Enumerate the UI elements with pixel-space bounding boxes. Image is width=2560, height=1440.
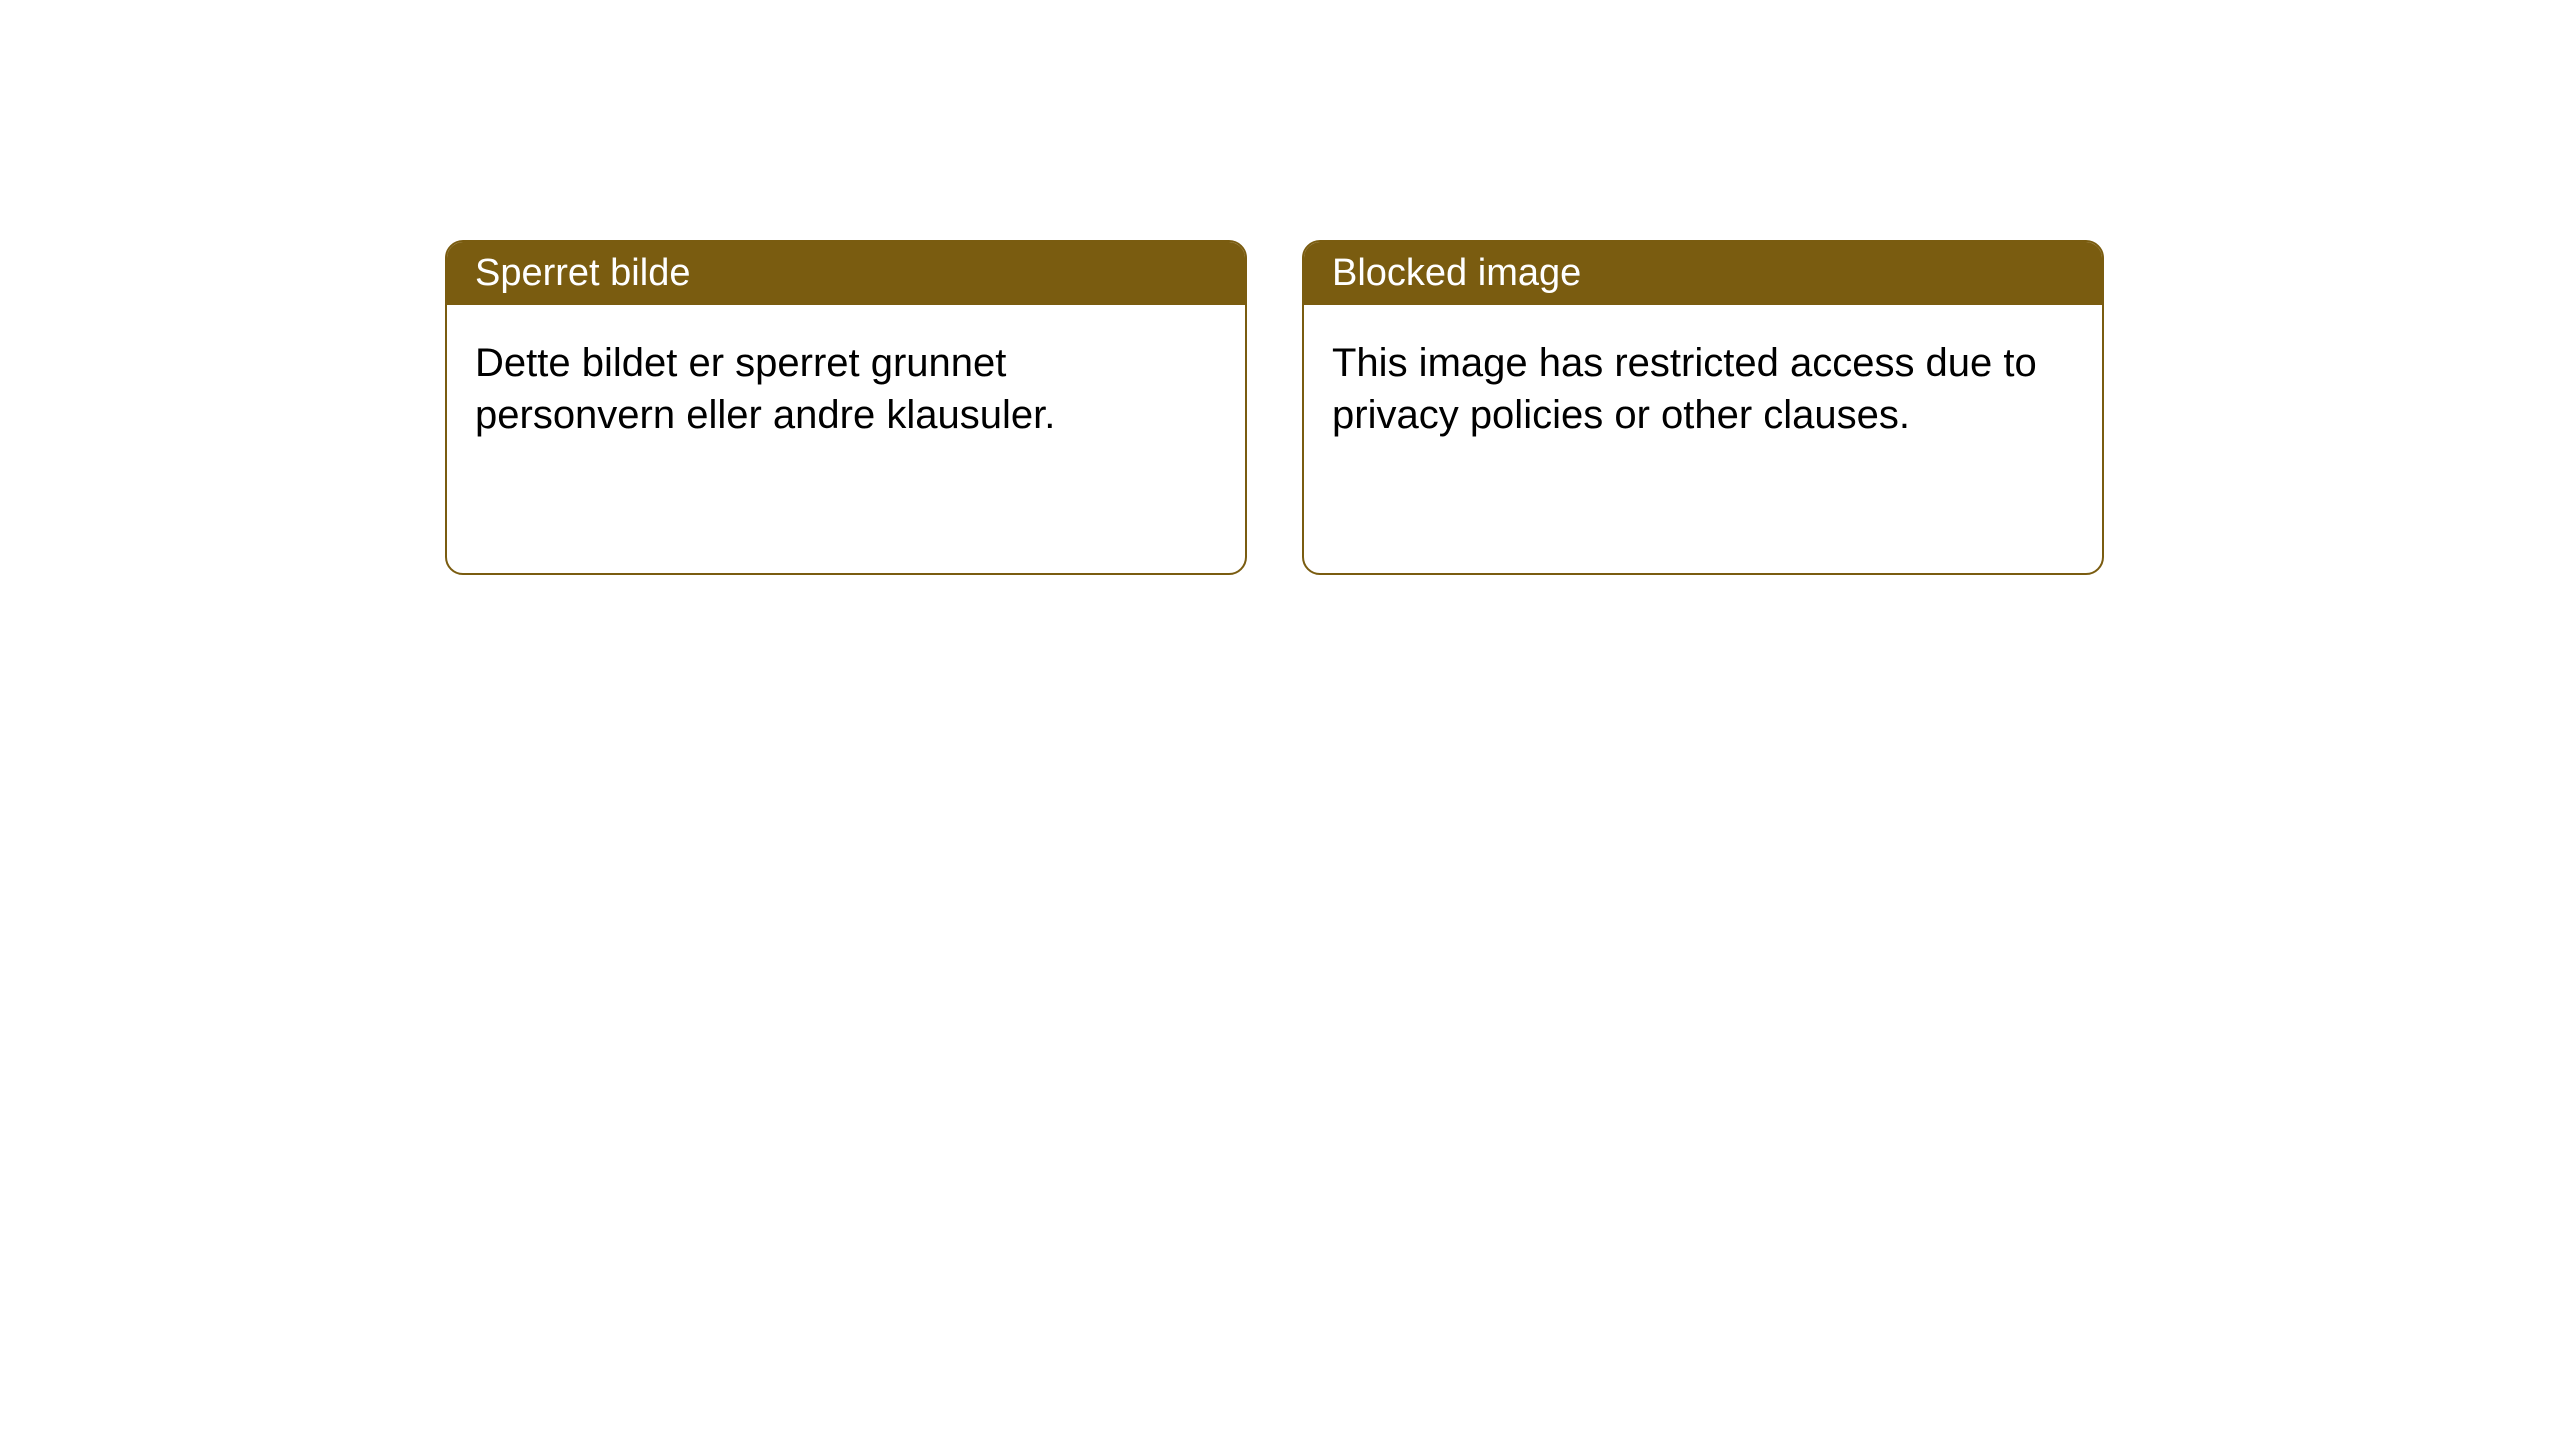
notice-card-english: Blocked image This image has restricted … [1302, 240, 2104, 575]
notice-container: Sperret bilde Dette bildet er sperret gr… [0, 0, 2560, 575]
notice-title-norwegian: Sperret bilde [447, 242, 1245, 305]
notice-body-norwegian: Dette bildet er sperret grunnet personve… [447, 305, 1245, 473]
notice-body-english: This image has restricted access due to … [1304, 305, 2102, 473]
notice-card-norwegian: Sperret bilde Dette bildet er sperret gr… [445, 240, 1247, 575]
notice-title-english: Blocked image [1304, 242, 2102, 305]
